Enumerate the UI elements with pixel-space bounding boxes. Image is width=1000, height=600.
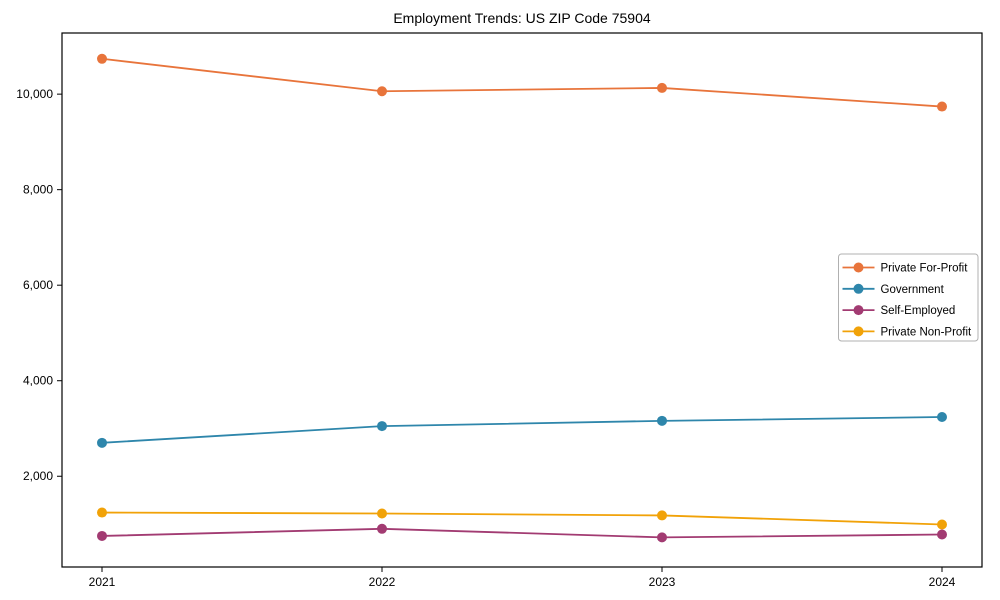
data-point-marker <box>937 519 947 530</box>
y-tick-label: 6,000 <box>23 278 53 292</box>
data-point-marker <box>377 523 387 534</box>
legend-label: Government <box>881 284 945 296</box>
data-point-marker <box>377 508 387 519</box>
chart-title: Employment Trends: US ZIP Code 75904 <box>393 10 651 26</box>
data-point-marker <box>937 412 947 423</box>
data-point-marker <box>97 530 107 541</box>
legend-sample-marker <box>853 262 864 273</box>
x-tick-label: 2021 <box>89 575 116 589</box>
series-line <box>101 527 943 539</box>
x-tick-label: 2023 <box>649 575 676 589</box>
legend-label: Private For-Profit <box>881 263 969 275</box>
data-point-marker <box>97 507 107 518</box>
plot-frame <box>61 32 983 568</box>
data-point-marker <box>97 437 107 448</box>
legend-sample-marker <box>853 283 864 294</box>
data-point-marker <box>657 82 667 93</box>
data-point-marker <box>97 53 107 64</box>
data-point-marker <box>377 421 387 432</box>
x-tick-label: 2022 <box>369 575 396 589</box>
y-tick-label: 4,000 <box>23 374 53 388</box>
x-tick-label: 2024 <box>929 575 956 589</box>
legend-sample-marker <box>853 305 864 316</box>
data-point-marker <box>937 101 947 112</box>
data-point-marker <box>657 415 667 426</box>
legend-label: Private Non-Profit <box>881 326 973 338</box>
data-point-marker <box>657 510 667 521</box>
series-line <box>101 57 943 108</box>
series-line <box>101 416 943 444</box>
legend-box <box>838 253 979 342</box>
y-tick-label: 2,000 <box>23 469 53 483</box>
data-point-marker <box>657 532 667 543</box>
data-point-marker <box>377 86 387 97</box>
y-tick-label: 8,000 <box>23 183 53 197</box>
data-point-marker <box>937 529 947 540</box>
y-tick-label: 10,000 <box>16 87 53 101</box>
series-line <box>101 511 943 526</box>
legend-sample-marker <box>853 326 864 337</box>
legend-label: Self-Employed <box>881 305 956 317</box>
